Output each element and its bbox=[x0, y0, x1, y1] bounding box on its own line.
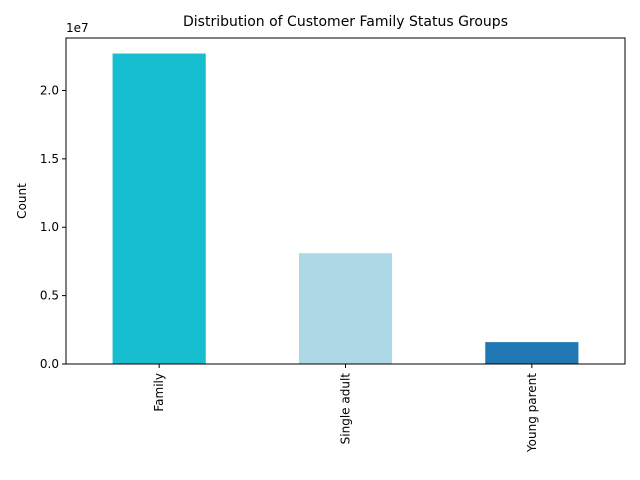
y-tick-label: 1.0 bbox=[40, 220, 59, 234]
bar bbox=[485, 342, 579, 364]
y-tick-label: 2.0 bbox=[40, 83, 59, 97]
y-tick-label: 0.0 bbox=[40, 357, 59, 371]
chart-title: Distribution of Customer Family Status G… bbox=[183, 14, 508, 30]
bar bbox=[298, 253, 393, 364]
y-axis-label: Count bbox=[15, 183, 29, 219]
y-axis-offset-label: 1e7 bbox=[66, 21, 89, 35]
plot-frame bbox=[65, 37, 626, 365]
x-tick-label: Young parent bbox=[525, 373, 539, 453]
x-tick-label: Single adult bbox=[339, 373, 353, 445]
x-tick-label: Family bbox=[152, 373, 166, 412]
y-tick-label: 1.5 bbox=[40, 152, 59, 166]
bar bbox=[112, 53, 206, 365]
y-tick-label: 0.5 bbox=[40, 289, 59, 303]
